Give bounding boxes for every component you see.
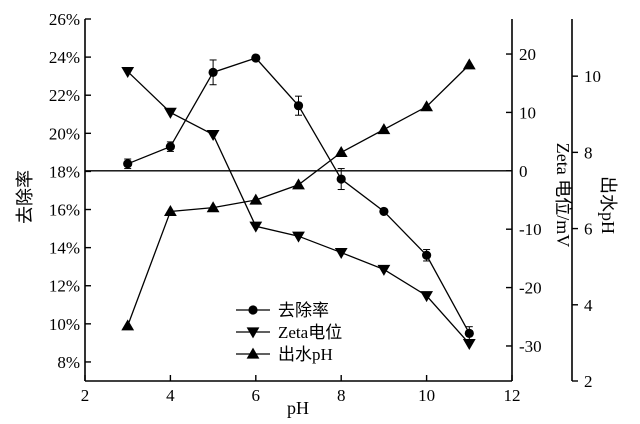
data-point <box>462 58 476 70</box>
data-point <box>121 319 135 331</box>
legend-marker <box>248 305 258 315</box>
data-point <box>249 221 263 233</box>
x-tick-label: 2 <box>81 386 90 405</box>
data-point <box>165 142 175 152</box>
data-point <box>377 264 391 276</box>
left-tick-label: 20% <box>49 124 80 143</box>
legend-label: Zeta电位 <box>278 323 342 342</box>
zeta-tick-label: 0 <box>519 162 528 181</box>
series-1 <box>123 53 474 341</box>
data-point <box>334 247 348 259</box>
left-tick-label: 12% <box>49 277 80 296</box>
ph-out-tick-label: 6 <box>584 220 593 239</box>
data-point <box>206 129 220 142</box>
data-point <box>420 291 433 303</box>
data-point <box>422 250 432 260</box>
legend-label: 出水pH <box>278 345 333 364</box>
data-point <box>462 339 476 351</box>
zeta-axis-title: Zeta 电位/mV <box>553 143 573 247</box>
zeta-tick-label: -10 <box>519 220 542 239</box>
x-axis-title: pH <box>287 398 309 418</box>
data-point <box>420 100 433 112</box>
data-point <box>121 66 135 78</box>
zeta-tick-label: -30 <box>519 337 542 356</box>
data-point <box>292 178 305 190</box>
left-tick-label: 24% <box>49 48 80 67</box>
data-point <box>251 53 261 63</box>
x-tick-label: 4 <box>166 386 175 405</box>
left-tick-label: 22% <box>49 86 80 105</box>
left-tick-label: 8% <box>57 353 80 372</box>
left-tick-label: 10% <box>49 315 80 334</box>
ph-out-tick-label: 2 <box>584 372 593 391</box>
data-point <box>334 145 348 157</box>
zeta-tick-label: 20 <box>519 45 536 64</box>
left-tick-label: 14% <box>49 239 80 258</box>
series-3 <box>121 58 476 331</box>
data-point <box>123 159 133 169</box>
data-point <box>336 174 346 184</box>
zeta-tick-label: 10 <box>519 103 536 122</box>
left-tick-label: 16% <box>49 201 80 220</box>
legend-marker <box>246 347 260 359</box>
data-point <box>379 206 389 217</box>
left-tick-label: 18% <box>49 162 80 181</box>
series-2 <box>121 66 476 351</box>
ph-out-tick-label: 10 <box>584 67 601 86</box>
legend-label: 去除率 <box>278 301 329 320</box>
series-layer <box>121 53 476 351</box>
axis-ticks <box>84 18 578 382</box>
axis-tick-labels: 2 4 6 8 10 12 8% 10% 12% 14% 16% 18% 20% 22% 24% 26% -30… <box>49 10 601 405</box>
data-point <box>293 101 304 111</box>
data-point <box>464 328 474 338</box>
left-tick-label: 26% <box>49 10 80 29</box>
zeta-tick-label: -20 <box>519 279 542 298</box>
left-axis-title: 去除率 <box>15 170 35 224</box>
x-tick-label: 6 <box>252 386 261 405</box>
x-tick-label: 12 <box>504 386 521 405</box>
data-point <box>164 107 177 119</box>
data-point <box>208 67 218 77</box>
plot-frame <box>84 19 573 382</box>
data-point <box>164 205 177 217</box>
data-point <box>377 123 391 135</box>
legend-marker <box>246 327 260 339</box>
ph-out-axis-title: 出水pH <box>598 176 618 234</box>
x-tick-label: 10 <box>418 386 435 405</box>
x-tick-label: 8 <box>337 386 346 405</box>
data-point <box>206 201 220 213</box>
data-point <box>292 231 305 243</box>
ph-out-tick-label: 4 <box>584 296 593 315</box>
data-point <box>249 193 263 205</box>
ph-out-tick-label: 8 <box>584 143 593 162</box>
